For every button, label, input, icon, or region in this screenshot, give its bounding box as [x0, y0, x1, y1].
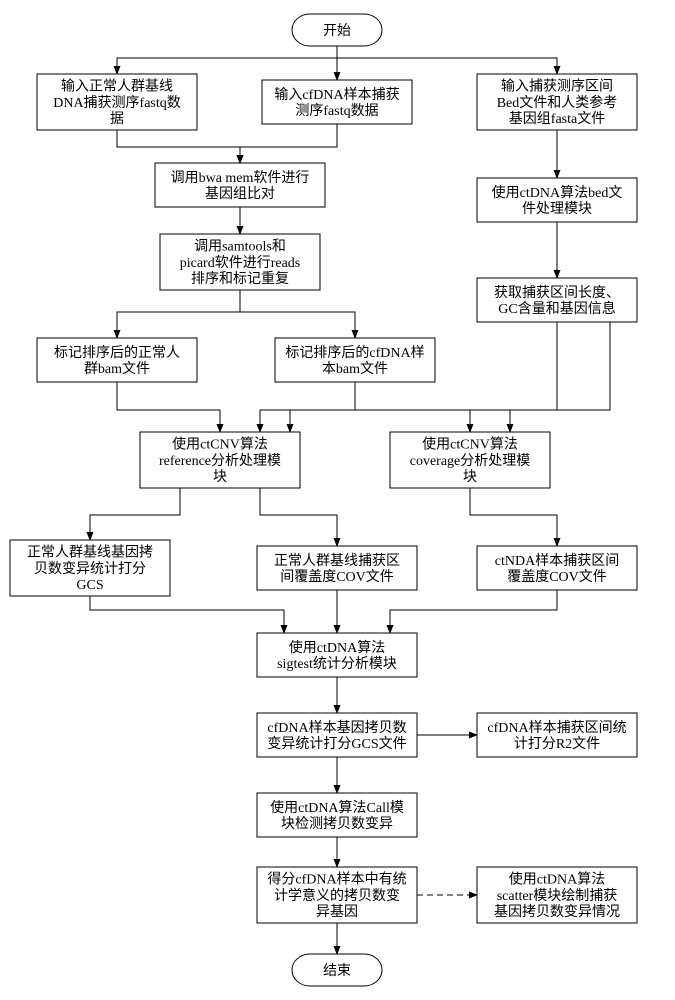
- node-label: GC含量和基因信息: [498, 300, 615, 317]
- node-label: 群bam文件: [84, 361, 150, 377]
- flow-edge: [117, 130, 240, 163]
- flow-edge: [390, 590, 557, 633]
- node-label: 正常人群基线捕获区: [274, 552, 400, 569]
- node-label: 异基因: [316, 903, 358, 920]
- flow-edge: [510, 322, 557, 432]
- node-label: cfDNA样本基因拷贝数: [267, 719, 406, 736]
- flow-edge: [117, 382, 220, 432]
- node-cfdna_bam: 标记排序后的cfDNA样本bam文件: [275, 338, 435, 382]
- node-label: DNA捕获测序fastq数: [53, 95, 181, 111]
- node-label: ctNDA样本捕获区间: [495, 553, 619, 569]
- node-label: 变异统计打分GCS文件: [267, 735, 406, 752]
- flowchart-canvas: 开始结束 输入正常人群基线DNA捕获测序fastq数据 输入cfDNA样本捕获测序f…: [0, 0, 675, 1000]
- node-ref_mod: 使用ctCNV算法reference分析处理模块: [140, 432, 300, 488]
- node-label: 正常人群基线基因拷: [27, 544, 153, 561]
- node-label: 块检测拷贝数变异: [281, 816, 393, 832]
- node-label: 贝数变异统计打分: [34, 560, 146, 577]
- flow-edge: [117, 290, 240, 338]
- node-label: 计打分R2文件: [514, 735, 600, 752]
- node-start: 开始: [292, 14, 382, 46]
- node-result: 得分cfDNA样本中有统计学意义的拷贝数变异基因: [257, 867, 417, 923]
- flow-edge: [90, 488, 180, 540]
- node-label: 块: [463, 469, 477, 485]
- node-label: 标记排序后的cfDNA样: [285, 345, 424, 361]
- node-label: 得分cfDNA样本中有统: [267, 871, 406, 888]
- node-bed_out: 获取捕获区间长度、GC含量和基因信息: [477, 278, 637, 322]
- node-label: 使用ctCNV算法: [422, 436, 518, 453]
- flow-edge: [470, 488, 557, 546]
- node-label: 覆盖度COV文件: [507, 569, 607, 585]
- node-scatter: 使用ctDNA算法scatter模块绘制捕获基因拷贝数变异情况: [477, 867, 637, 923]
- node-samtools: 调用samtools和picard软件进行reads排序和标记重复: [160, 234, 320, 290]
- node-label: scatter模块绘制捕获: [497, 888, 618, 904]
- node-label: 计学意义的拷贝数变: [274, 887, 400, 904]
- node-gcs_file: cfDNA样本基因拷贝数变异统计打分GCS文件: [257, 713, 417, 757]
- node-label: GCS: [76, 578, 103, 593]
- flow-edge: [240, 124, 337, 163]
- node-label: 使用ctCNV算法: [172, 436, 268, 453]
- node-label: reference分析处理模: [159, 453, 281, 469]
- node-label: 基因拷贝数变异情况: [494, 903, 620, 920]
- node-label: 测序fastq数据: [295, 103, 378, 119]
- node-label: 标记排序后的正常人: [54, 345, 180, 361]
- node-label: 使用ctDNA算法: [289, 639, 385, 656]
- node-normal_bam: 标记排序后的正常人群bam文件: [37, 338, 197, 382]
- node-bed_mod: 使用ctDNA算法bed文件处理模块: [477, 178, 637, 222]
- node-call_mod: 使用ctDNA算法Call模块检测拷贝数变异: [257, 793, 417, 837]
- node-label: sigtest统计分析模块: [277, 656, 397, 672]
- node-label: 使用ctDNA算法Call模: [270, 799, 404, 816]
- node-label: 获取捕获区间长度、: [494, 285, 620, 301]
- node-in_cfdna: 输入cfDNA样本捕获测序fastq数据: [262, 80, 412, 124]
- node-label: coverage分析处理模: [410, 453, 531, 469]
- node-label: 结束: [323, 963, 351, 979]
- node-label: 调用samtools和: [194, 239, 286, 255]
- node-label: 基因组比对: [205, 185, 275, 202]
- node-normal_cov: 正常人群基线捕获区间覆盖度COV文件: [257, 546, 417, 590]
- node-label: cfDNA样本捕获区间统: [487, 720, 626, 736]
- node-cov_mod: 使用ctCNV算法coverage分析处理模块: [390, 432, 550, 488]
- node-label: 使用ctDNA算法: [509, 871, 605, 888]
- node-label: 使用ctDNA算法bed文: [492, 184, 623, 201]
- node-ctdna_cov: ctNDA样本捕获区间覆盖度COV文件: [477, 546, 637, 590]
- flow-edge: [117, 46, 337, 74]
- node-r2_file: cfDNA样本捕获区间统计打分R2文件: [477, 713, 637, 757]
- node-in_normal: 输入正常人群基线DNA捕获测序fastq数据: [37, 74, 197, 130]
- flow-edge: [355, 382, 470, 432]
- node-in_bed: 输入捕获测序区间Bed文件和人类参考基因组fasta文件: [477, 74, 637, 130]
- node-label: 据: [110, 111, 124, 127]
- node-sigtest: 使用ctDNA算法sigtest统计分析模块: [257, 633, 417, 677]
- node-gcs: 正常人群基线基因拷贝数变异统计打分GCS: [10, 540, 170, 596]
- node-label: 输入捕获测序区间: [501, 79, 613, 95]
- node-label: 调用bwa mem软件进行: [171, 170, 310, 186]
- node-label: 块: [213, 469, 227, 485]
- node-label: Bed文件和人类参考: [497, 94, 618, 111]
- flow-edge: [260, 488, 337, 546]
- node-label: 输入cfDNA样本捕获: [274, 87, 399, 103]
- node-bwa: 调用bwa mem软件进行基因组比对: [155, 163, 325, 207]
- node-label: 排序和标记重复: [191, 270, 289, 287]
- flow-edge: [240, 290, 355, 338]
- node-label: picard软件进行reads: [180, 255, 301, 271]
- node-label: 件处理模块: [522, 201, 592, 217]
- node-end: 结束: [292, 954, 382, 986]
- flow-edge: [260, 382, 355, 432]
- node-label: 基因组fasta文件: [509, 110, 605, 127]
- node-label: 间覆盖度COV文件: [280, 569, 394, 585]
- node-label: 输入正常人群基线: [61, 78, 173, 95]
- node-label: 开始: [323, 23, 351, 39]
- flow-edge: [337, 46, 557, 74]
- flow-edge: [90, 596, 284, 633]
- node-label: 本bam文件: [322, 361, 388, 377]
